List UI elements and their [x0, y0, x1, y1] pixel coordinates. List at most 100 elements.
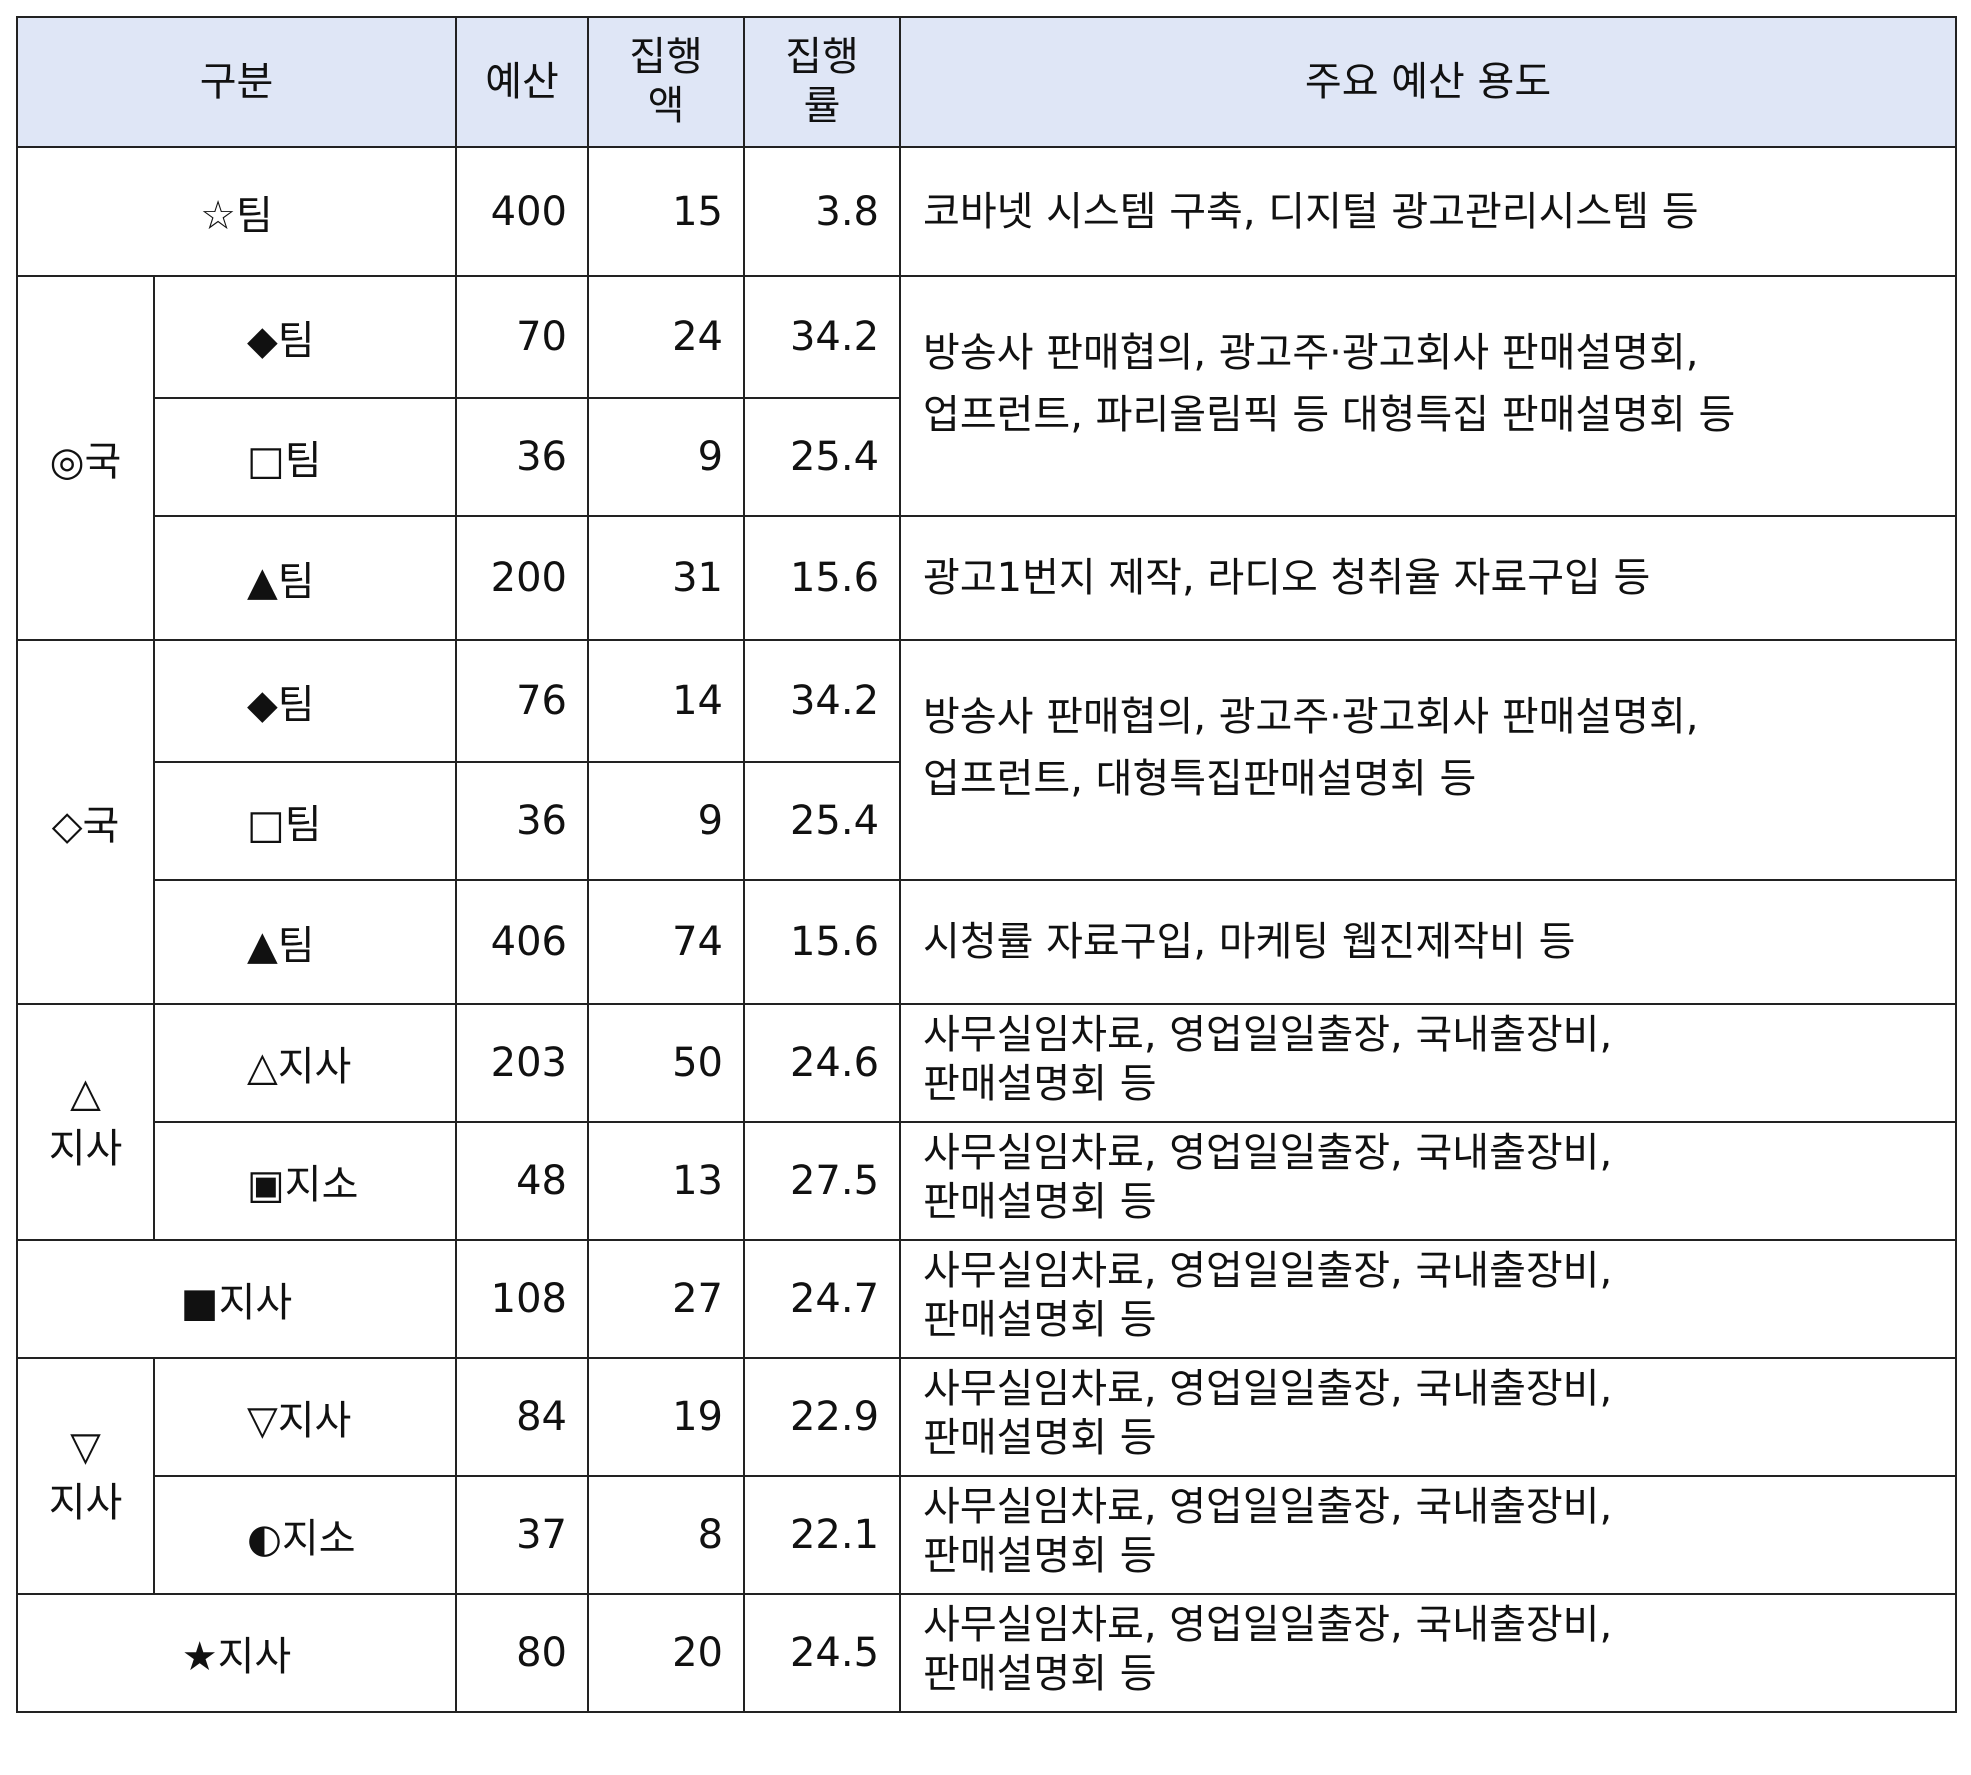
usage-line: 방송사 판매협의, 광고주·광고회사 판매설명회, [923, 694, 1699, 740]
row-label: ▲팀 [152, 879, 458, 1005]
usage-line: 판매설명회 등 [923, 1414, 1157, 1461]
usage-cell: 사무실임차료, 영업일일출장, 국내출장비, 판매설명회 등 [899, 1239, 1958, 1359]
exec-rate-cell: 24.7 [743, 1239, 902, 1359]
usage-cell: 사무실임차료, 영업일일출장, 국내출장비, 판매설명회 등 [899, 1357, 1958, 1477]
usage-cell: 사무실임차료, 영업일일출장, 국내출장비, 판매설명회 등 [899, 1475, 1958, 1595]
usage-cell: 사무실임차료, 영업일일출장, 국내출장비, 판매설명회 등 [899, 1593, 1958, 1713]
usage-cell: 사무실임차료, 영업일일출장, 국내출장비, 판매설명회 등 [899, 1121, 1958, 1241]
exec-amount-cell: 8 [587, 1475, 746, 1595]
budget-cell: 48 [455, 1121, 590, 1241]
row-label: ▣지소 [152, 1121, 458, 1241]
header-exec-rate-line1: 집행 [785, 34, 859, 81]
exec-rate-cell: 25.4 [743, 397, 902, 517]
table-row: ■지사 108 27 24.7 사무실임차료, 영업일일출장, 국내출장비, 판… [15, 1239, 1958, 1359]
usage-cell: 코바넷 시스템 구축, 디지털 광고관리시스템 등 [899, 146, 1958, 277]
exec-rate-cell: 15.6 [743, 515, 902, 641]
usage-line: 업프런트, 파리올림픽 등 대형특집 판매설명회 등 [923, 392, 1736, 438]
exec-rate-cell: 22.9 [743, 1357, 902, 1477]
group-label-text: 지사 [48, 1126, 123, 1172]
exec-amount-cell: 15 [587, 146, 746, 277]
row-label: ◐지소 [152, 1475, 458, 1595]
row-label: ☆팀 [15, 146, 458, 277]
usage-line: 사무실임차료, 영업일일출장, 국내출장비, [923, 1366, 1613, 1412]
row-label: ▽지사 [152, 1357, 458, 1477]
table-row: ★지사 80 20 24.5 사무실임차료, 영업일일출장, 국내출장비, 판매… [15, 1593, 1958, 1713]
exec-amount-cell: 27 [587, 1239, 746, 1359]
budget-cell: 203 [455, 1003, 590, 1123]
usage-line: 사무실임차료, 영업일일출장, 국내출장비, [923, 1602, 1613, 1648]
exec-rate-cell: 25.4 [743, 761, 902, 881]
group-label: ◇국 [16, 639, 155, 1005]
header-usage: 주요 예산 용도 [899, 16, 1958, 148]
budget-cell: 76 [455, 639, 590, 763]
table-row: □팀 36 9 25.4 [17, 397, 1956, 517]
row-label: ■지사 [15, 1239, 458, 1359]
table-row: ▣지소 48 13 27.5 사무실임차료, 영업일일출장, 국내출장비, 판매… [17, 1121, 1958, 1241]
table-row: ☆팀 400 15 3.8 코바넷 시스템 구축, 디지털 광고관리시스템 등 [15, 146, 1958, 277]
row-label: ◆팀 [152, 639, 458, 763]
header-exec-amount-line1: 집행 [629, 34, 703, 81]
group-label: ▽ 지사 [16, 1357, 155, 1595]
exec-rate-cell: 24.6 [743, 1003, 902, 1123]
header-exec-amount: 집행 액 [587, 16, 746, 148]
group-label: △ 지사 [16, 1003, 155, 1241]
usage-line: 사무실임차료, 영업일일출장, 국내출장비, [923, 1012, 1613, 1058]
group-label-text: 지사 [48, 1480, 123, 1526]
budget-cell: 80 [455, 1593, 590, 1713]
budget-table: 구분 예산 집행 액 집행 률 주요 예산 용도 ☆팀 400 15 3.8 코… [15, 16, 1958, 1713]
usage-line: 판매설명회 등 [923, 1060, 1157, 1107]
exec-amount-cell: 20 [587, 1593, 746, 1713]
exec-amount-cell: 74 [587, 879, 746, 1005]
exec-amount-cell: 13 [587, 1121, 746, 1241]
table-row: ◎국 ◆팀 70 24 34.2 방송사 판매협의, 광고주·광고회사 판매설명… [16, 275, 1958, 641]
usage-line: 사무실임차료, 영업일일출장, 국내출장비, [923, 1484, 1613, 1530]
group-label-symbol: △ [70, 1070, 101, 1116]
usage-cell: 광고1번지 제작, 라디오 청취율 자료구입 등 [899, 515, 1958, 641]
budget-cell: 406 [455, 879, 590, 1005]
usage-line: 사무실임차료, 영업일일출장, 국내출장비, [923, 1130, 1613, 1176]
exec-rate-cell: 34.2 [743, 275, 902, 399]
budget-cell: 70 [455, 275, 590, 399]
exec-amount-cell: 9 [587, 761, 746, 881]
usage-cell: 시청률 자료구입, 마케팅 웹진제작비 등 [899, 879, 1958, 1005]
usage-line: 방송사 판매협의, 광고주·광고회사 판매설명회, [923, 330, 1699, 376]
group-label-symbol: ▽ [70, 1424, 101, 1470]
budget-cell: 84 [455, 1357, 590, 1477]
header-exec-rate-line2: 률 [803, 83, 841, 129]
exec-amount-cell: 50 [587, 1003, 746, 1123]
table-row: △ 지사 △ 지사 203 50 24.6 사무실임차료, 영업일일출장, 국내출… [16, 1003, 1958, 1241]
usage-line: 판매설명회 등 [923, 1178, 1157, 1225]
usage-cell: 방송사 판매협의, 광고주·광고회사 판매설명회, 업프런트, 대형특집판매설명… [899, 639, 1958, 881]
budget-cell: 36 [455, 397, 590, 517]
header-exec-amount-line2: 액 [647, 83, 685, 129]
exec-amount-cell: 9 [587, 397, 746, 517]
row-label: □팀 [152, 761, 458, 881]
table-row: ◐지소 37 8 22.1 사무실임차료, 영업일일출장, 국내출장비, 판매설… [17, 1475, 1958, 1595]
row-label: ★지사 [15, 1593, 458, 1713]
table-row: ◇국 ◆팀 76 14 34.2 방송사 판매협의, 광고주·광고회사 판매설명… [16, 639, 1958, 1005]
exec-amount-cell: 19 [587, 1357, 746, 1477]
exec-amount-cell: 24 [587, 275, 746, 399]
header-exec-rate: 집행 률 [743, 16, 902, 148]
exec-rate-cell: 3.8 [743, 146, 902, 277]
exec-rate-cell: 34.2 [743, 639, 902, 763]
group-label: ◎국 [16, 275, 155, 641]
budget-cell: 108 [455, 1239, 590, 1359]
table-row: ▲팀 200 31 15.6 광고1번지 제작, 라디오 청취율 자료구입 등 [17, 515, 1958, 641]
budget-cell: 37 [455, 1475, 590, 1595]
budget-cell: 36 [455, 761, 590, 881]
exec-amount-cell: 14 [587, 639, 746, 763]
exec-rate-cell: 15.6 [743, 879, 902, 1005]
usage-line: 판매설명회 등 [923, 1650, 1157, 1697]
row-label: ▲팀 [152, 515, 458, 641]
budget-cell: 400 [455, 146, 590, 277]
row-label: □팀 [152, 397, 458, 517]
usage-line: 사무실임차료, 영업일일출장, 국내출장비, [923, 1248, 1613, 1294]
header-category: 구분 [15, 16, 458, 148]
exec-rate-cell: 27.5 [743, 1121, 902, 1241]
usage-cell: 방송사 판매협의, 광고주·광고회사 판매설명회, 업프런트, 파리올림픽 등 … [899, 275, 1958, 517]
header-budget: 예산 [455, 16, 590, 148]
exec-amount-cell: 31 [587, 515, 746, 641]
header-row: 구분 예산 집행 액 집행 률 주요 예산 용도 [15, 16, 1958, 148]
budget-cell: 200 [455, 515, 590, 641]
